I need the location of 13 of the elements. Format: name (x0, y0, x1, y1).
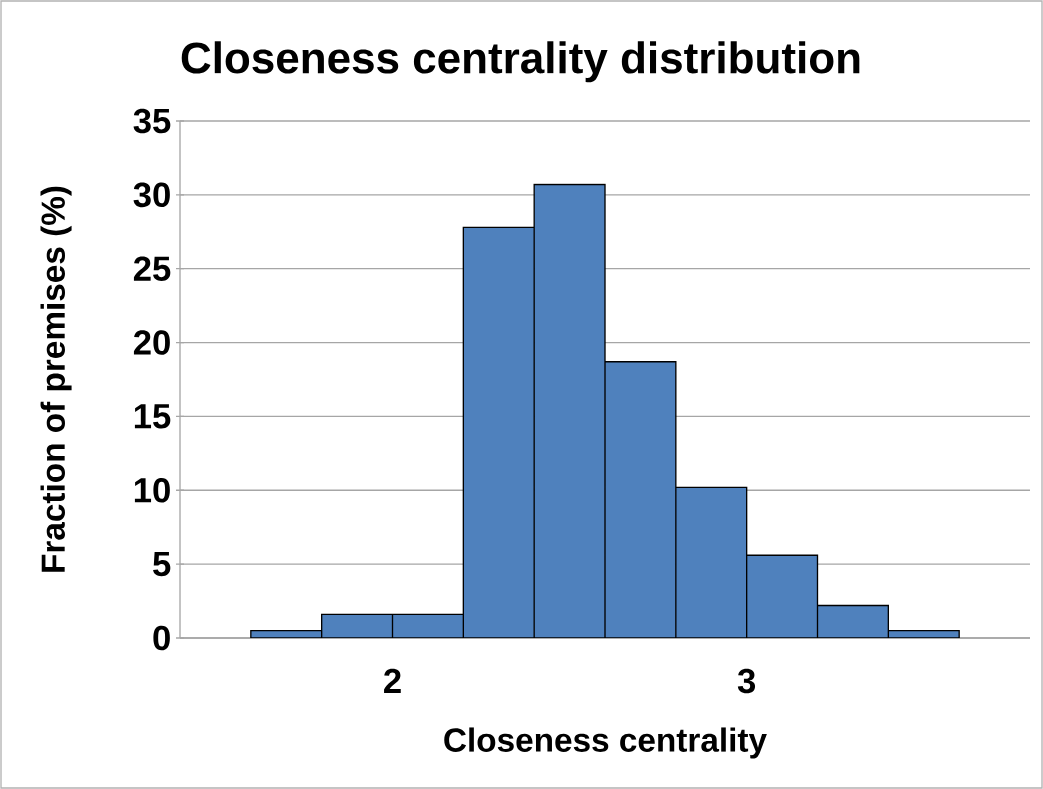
y-tick-label: 25 (133, 256, 171, 281)
x-axis-title: Closeness centrality (444, 727, 767, 759)
y-tick-label: 30 (133, 182, 170, 208)
y-tick-label: 20 (133, 330, 170, 355)
y-axis-title: Fraction of premises (%) (40, 186, 72, 572)
x-tick-label: 2 (384, 668, 401, 693)
x-tick-label: 3 (737, 668, 756, 694)
y-tick-label: 10 (134, 477, 170, 503)
y-tick-label: 5 (153, 552, 171, 577)
y-tick-label: 35 (133, 108, 171, 134)
y-tick-label: 0 (153, 625, 170, 651)
chart-title: Closeness centrality distribution (181, 41, 860, 83)
y-tick-label: 15 (134, 404, 171, 429)
